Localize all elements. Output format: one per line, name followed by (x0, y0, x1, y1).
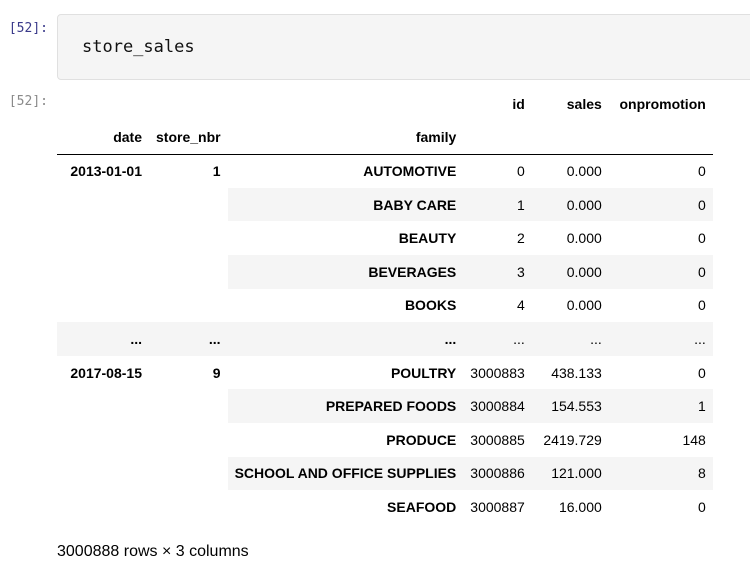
row-date: 2013-01-01 (70, 163, 142, 180)
code-input-cell[interactable]: store_sales (57, 14, 750, 80)
cell-sales: 0.000 (531, 254, 609, 289)
row-family: SCHOOL AND OFFICE SUPPLIES (227, 456, 464, 491)
dataframe-summary: 3000888 rows × 3 columns (57, 543, 249, 560)
table-row: SCHOOL AND OFFICE SUPPLIES 3000886 121.0… (57, 456, 713, 491)
column-header-onpromotion: onpromotion (619, 95, 706, 112)
row-date (57, 423, 149, 457)
row-family: PREPARED FOODS (227, 389, 464, 423)
row-store-nbr (149, 254, 228, 289)
header-blank (149, 87, 228, 121)
index-name-row: date store_nbr family (57, 120, 713, 155)
cell-id: 4 (517, 297, 525, 314)
row-store-nbr (149, 456, 228, 491)
index-name-family: family (227, 120, 464, 155)
cell-sales: 16.000 (558, 498, 602, 515)
cell-id: 3000883 (470, 364, 525, 381)
cell-onpromotion: 0 (698, 498, 706, 515)
row-store-nbr (149, 187, 228, 222)
row-family: BEVERAGES (227, 254, 464, 289)
cell-sales: 0.000 (531, 187, 609, 222)
code-text[interactable]: store_sales (82, 37, 195, 57)
header-blank (463, 120, 532, 155)
row-date (57, 289, 149, 323)
cell-id: 3000884 (463, 389, 532, 423)
row-date (57, 490, 149, 524)
row-store-nbr: 9 (212, 364, 221, 381)
column-header-sales: sales (566, 95, 602, 112)
index-name-store-nbr: store_nbr (149, 120, 228, 155)
table-row: SEAFOOD 3000887 16.000 0 (57, 490, 713, 524)
cell-id: 0 (517, 163, 525, 180)
cell-onpromotion: 148 (682, 431, 706, 448)
dataframe-table: id sales onpromotion date store_nbr fami… (57, 87, 713, 524)
cell-onpromotion: 0 (608, 187, 713, 222)
cell-sales: 154.553 (531, 389, 609, 423)
cell-sales: 0.000 (566, 297, 602, 314)
row-date (57, 254, 149, 289)
row-store-nbr (149, 389, 228, 423)
row-family: PRODUCE (386, 431, 457, 448)
cell-sales: 0.000 (566, 230, 602, 247)
cell-id: 3000887 (470, 498, 525, 515)
cell-id: 2 (517, 230, 525, 247)
table-row: PRODUCE 3000885 2419.729 148 (57, 423, 713, 457)
cell-sales: 2419.729 (543, 431, 602, 448)
row-store-nbr: ... (149, 322, 228, 356)
cell-onpromotion: 0 (698, 297, 706, 314)
cell-id: ... (463, 322, 532, 356)
row-family: BABY CARE (227, 187, 464, 222)
cell-sales: 0.000 (566, 163, 602, 180)
row-family: BOOKS (404, 297, 457, 314)
row-date (57, 187, 149, 222)
row-family: ... (227, 322, 464, 356)
row-store-nbr (149, 490, 228, 524)
header-blank (531, 120, 609, 155)
header-blank (608, 120, 713, 155)
cell-sales: ... (531, 322, 609, 356)
row-date (57, 389, 149, 423)
row-store-nbr: 1 (212, 163, 221, 180)
table-row: BOOKS 4 0.000 0 (57, 289, 713, 323)
cell-id: 1 (463, 187, 532, 222)
table-row: BABY CARE 1 0.000 0 (57, 187, 713, 222)
cell-sales: 438.133 (551, 364, 602, 381)
table-row: BEAUTY 2 0.000 0 (57, 221, 713, 255)
table-row: 2017-08-15 9 POULTRY 3000883 438.133 0 (57, 356, 713, 390)
index-name-date: date (57, 120, 149, 155)
table-row: 2013-01-01 1 AUTOMOTIVE 0 0.000 0 (57, 154, 713, 188)
row-date (57, 456, 149, 491)
cell-onpromotion: 0 (698, 163, 706, 180)
header-blank (228, 87, 464, 121)
table-row: PREPARED FOODS 3000884 154.553 1 (57, 389, 713, 423)
row-store-nbr (149, 423, 228, 457)
row-store-nbr (149, 221, 228, 255)
header-blank (57, 87, 149, 121)
cell-id: 3000885 (470, 431, 525, 448)
column-header-id: id (512, 95, 525, 112)
row-family: AUTOMOTIVE (363, 163, 457, 180)
row-family: BEAUTY (398, 230, 457, 247)
input-prompt: [52]: (8, 21, 48, 36)
cell-onpromotion: ... (608, 322, 713, 356)
row-date (57, 221, 149, 255)
cell-onpromotion: 0 (608, 254, 713, 289)
cell-onpromotion: 1 (608, 389, 713, 423)
output-prompt: [52]: (8, 94, 48, 109)
cell-onpromotion: 0 (698, 364, 706, 381)
cell-onpromotion: 0 (698, 230, 706, 247)
row-family: POULTRY (390, 364, 457, 381)
row-date: 2017-08-15 (70, 364, 142, 381)
cell-id: 3 (463, 254, 532, 289)
row-date: ... (57, 322, 149, 356)
column-header-row: id sales onpromotion (57, 87, 713, 121)
table-row: BEVERAGES 3 0.000 0 (57, 254, 713, 289)
cell-id: 3000886 (463, 456, 532, 491)
cell-sales: 121.000 (531, 456, 609, 491)
ellipsis-row: ... ... ... ... ... ... (57, 322, 713, 356)
row-family: SEAFOOD (387, 498, 457, 515)
row-store-nbr (149, 289, 228, 323)
cell-onpromotion: 8 (608, 456, 713, 491)
